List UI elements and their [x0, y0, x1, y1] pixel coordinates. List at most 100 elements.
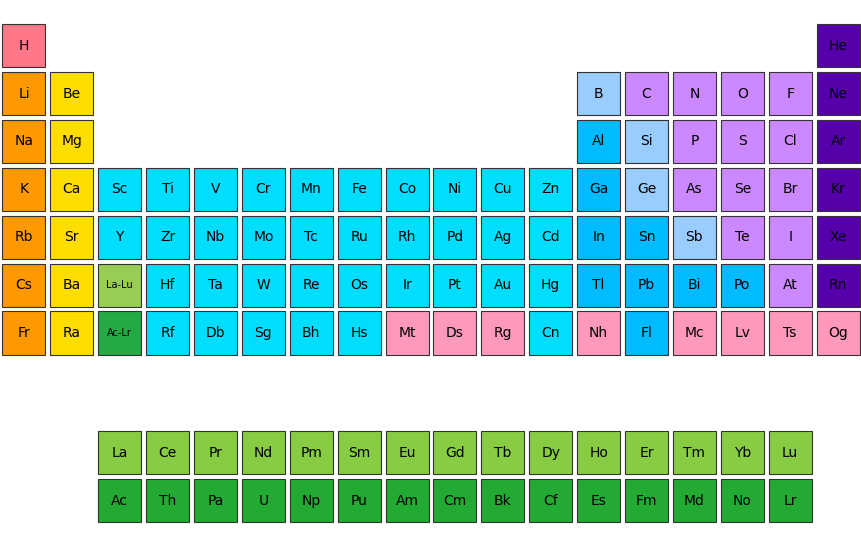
FancyBboxPatch shape — [289, 311, 332, 354]
Text: Cs: Cs — [15, 278, 33, 292]
Text: La: La — [111, 446, 127, 460]
Text: W: W — [257, 278, 270, 292]
Text: Sm: Sm — [348, 446, 370, 460]
FancyBboxPatch shape — [385, 215, 428, 259]
FancyBboxPatch shape — [194, 263, 237, 306]
Text: Pb: Pb — [637, 278, 654, 292]
Text: Db: Db — [206, 326, 225, 340]
FancyBboxPatch shape — [146, 168, 189, 211]
Text: Ni: Ni — [448, 182, 461, 196]
FancyBboxPatch shape — [624, 72, 667, 115]
Text: Bh: Bh — [301, 326, 320, 340]
Text: Dy: Dy — [541, 446, 560, 460]
Text: Tm: Tm — [683, 446, 704, 460]
FancyBboxPatch shape — [720, 120, 763, 163]
FancyBboxPatch shape — [146, 311, 189, 354]
FancyBboxPatch shape — [672, 72, 715, 115]
Text: K: K — [20, 182, 28, 196]
Text: As: As — [685, 182, 702, 196]
FancyBboxPatch shape — [624, 311, 667, 354]
FancyBboxPatch shape — [3, 120, 46, 163]
FancyBboxPatch shape — [672, 263, 715, 306]
FancyBboxPatch shape — [576, 72, 619, 115]
Text: Pt: Pt — [448, 278, 461, 292]
FancyBboxPatch shape — [194, 168, 237, 211]
Text: C: C — [641, 87, 651, 100]
Text: Tb: Tb — [493, 446, 511, 460]
FancyBboxPatch shape — [338, 168, 381, 211]
FancyBboxPatch shape — [433, 263, 476, 306]
FancyBboxPatch shape — [98, 311, 141, 354]
Text: H: H — [19, 39, 29, 53]
Text: Pm: Pm — [300, 446, 322, 460]
Text: Rf: Rf — [160, 326, 175, 340]
Text: Cn: Cn — [541, 326, 560, 340]
FancyBboxPatch shape — [720, 479, 763, 522]
Text: Hf: Hf — [160, 278, 175, 292]
FancyBboxPatch shape — [194, 215, 237, 259]
Text: Sc: Sc — [111, 182, 127, 196]
FancyBboxPatch shape — [576, 479, 619, 522]
FancyBboxPatch shape — [624, 263, 667, 306]
FancyBboxPatch shape — [529, 263, 572, 306]
Text: Rg: Rg — [493, 326, 511, 340]
FancyBboxPatch shape — [768, 263, 811, 306]
Text: Mg: Mg — [61, 134, 82, 148]
Text: In: In — [592, 230, 604, 244]
Text: Al: Al — [592, 134, 604, 148]
Text: Ac-Lr: Ac-Lr — [107, 328, 132, 338]
Text: Og: Og — [827, 326, 847, 340]
FancyBboxPatch shape — [433, 479, 476, 522]
FancyBboxPatch shape — [672, 479, 715, 522]
FancyBboxPatch shape — [672, 431, 715, 474]
Text: Zn: Zn — [541, 182, 559, 196]
Text: Rb: Rb — [15, 230, 34, 244]
FancyBboxPatch shape — [50, 120, 93, 163]
FancyBboxPatch shape — [480, 215, 523, 259]
FancyBboxPatch shape — [576, 168, 619, 211]
Text: Gd: Gd — [444, 446, 464, 460]
FancyBboxPatch shape — [529, 215, 572, 259]
FancyBboxPatch shape — [98, 168, 141, 211]
FancyBboxPatch shape — [529, 311, 572, 354]
Text: Yb: Yb — [733, 446, 750, 460]
Text: Ru: Ru — [350, 230, 368, 244]
FancyBboxPatch shape — [672, 215, 715, 259]
Text: Cd: Cd — [541, 230, 560, 244]
Text: Cf: Cf — [542, 494, 557, 507]
Text: V: V — [210, 182, 220, 196]
Text: U: U — [258, 494, 268, 507]
FancyBboxPatch shape — [624, 120, 667, 163]
Text: Tc: Tc — [304, 230, 318, 244]
FancyBboxPatch shape — [815, 215, 858, 259]
Text: Ds: Ds — [445, 326, 463, 340]
FancyBboxPatch shape — [576, 431, 619, 474]
Text: Zr: Zr — [160, 230, 175, 244]
Text: Ts: Ts — [783, 326, 796, 340]
Text: Cu: Cu — [493, 182, 511, 196]
Text: Ca: Ca — [63, 182, 81, 196]
FancyBboxPatch shape — [768, 431, 811, 474]
Text: Lv: Lv — [734, 326, 749, 340]
FancyBboxPatch shape — [480, 479, 523, 522]
FancyBboxPatch shape — [768, 72, 811, 115]
FancyBboxPatch shape — [194, 431, 237, 474]
FancyBboxPatch shape — [242, 479, 285, 522]
Text: Se: Se — [733, 182, 750, 196]
Text: Co: Co — [398, 182, 416, 196]
Text: Hs: Hs — [350, 326, 368, 340]
Text: Ge: Ge — [636, 182, 655, 196]
FancyBboxPatch shape — [3, 263, 46, 306]
FancyBboxPatch shape — [624, 215, 667, 259]
FancyBboxPatch shape — [338, 311, 381, 354]
FancyBboxPatch shape — [815, 168, 858, 211]
FancyBboxPatch shape — [242, 168, 285, 211]
FancyBboxPatch shape — [146, 431, 189, 474]
FancyBboxPatch shape — [242, 215, 285, 259]
Text: Ti: Ti — [161, 182, 173, 196]
Text: Ga: Ga — [588, 182, 608, 196]
Text: Fr: Fr — [17, 326, 30, 340]
FancyBboxPatch shape — [242, 431, 285, 474]
Text: Mt: Mt — [398, 326, 415, 340]
FancyBboxPatch shape — [576, 263, 619, 306]
